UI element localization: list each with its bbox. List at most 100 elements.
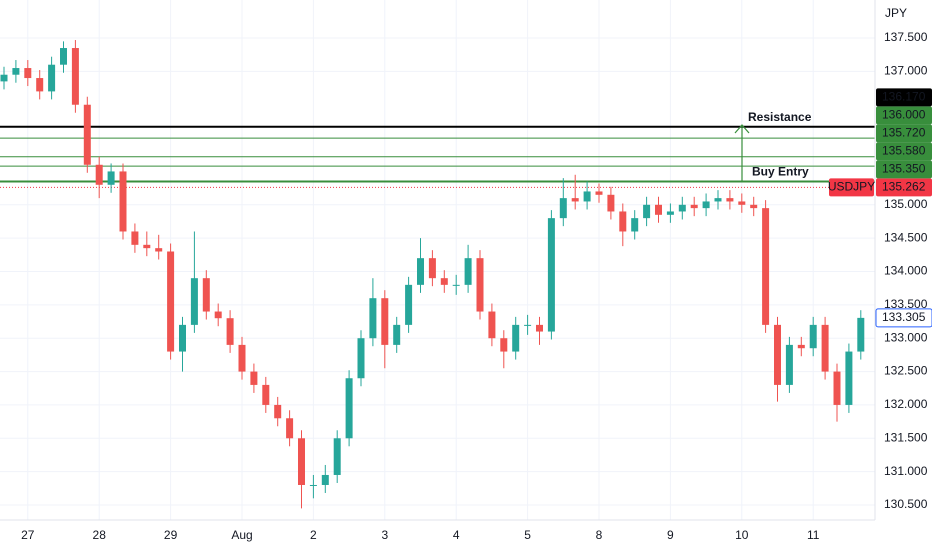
candle-body [131, 231, 139, 245]
y-tick-label: 134.500 [884, 230, 928, 244]
candle-body [274, 404, 282, 419]
symbol-label: USDJPY [828, 179, 875, 193]
candle-body [95, 164, 103, 185]
candle-body [774, 324, 781, 385]
candle-body [417, 258, 424, 285]
candle-body [83, 104, 91, 165]
currency-label: JPY [885, 6, 907, 20]
y-tick-label: 134.000 [884, 264, 928, 278]
candles [0, 40, 865, 509]
candle-body [785, 344, 793, 385]
candle-body [179, 324, 186, 352]
price-label: 133.305 [882, 310, 926, 324]
y-tick-label: 132.000 [884, 397, 928, 411]
candle-body [797, 344, 805, 349]
candle-body [845, 351, 853, 405]
x-tick-label: 11 [807, 528, 820, 542]
candle-body [619, 211, 627, 232]
annotation: Resistance [748, 110, 812, 124]
candle-body [333, 438, 341, 475]
price-label: 135.720 [882, 125, 926, 139]
x-tick-label: 4 [453, 528, 460, 542]
candle-body [143, 244, 151, 249]
price-label-box [876, 88, 932, 107]
candle-body [833, 371, 841, 405]
candle-body [750, 204, 758, 209]
candle-body [202, 278, 210, 312]
candle-body [666, 211, 674, 215]
arrow-head [734, 124, 750, 134]
y-tick-label: 132.500 [884, 364, 928, 378]
candle-body [655, 204, 662, 215]
y-tick-label: 131.000 [884, 464, 928, 478]
price-label: 135.262 [882, 179, 926, 193]
candle-body [286, 418, 294, 439]
candle-body [500, 338, 508, 352]
candle-body [0, 74, 8, 82]
price-label-box [876, 142, 932, 161]
price-label-box [876, 124, 932, 143]
y-tick-label: 130.500 [884, 497, 928, 511]
candle-body [607, 194, 615, 212]
y-tick-label: 135.000 [884, 197, 928, 211]
y-tick-label: 133.500 [884, 297, 928, 311]
price-label-box [876, 178, 932, 197]
x-tick-label: 10 [735, 528, 749, 542]
candle-body [714, 198, 722, 202]
candle-body [119, 171, 127, 232]
candle-body [238, 344, 246, 372]
price-label: 135.350 [882, 161, 926, 175]
candle-body [345, 378, 353, 439]
candle-body [536, 324, 543, 332]
candle-body [476, 258, 484, 312]
x-tick-label: 3 [381, 528, 388, 542]
candle-body [369, 298, 377, 339]
candle-body [214, 311, 222, 319]
candle-body [298, 438, 305, 485]
price-label-box [876, 106, 932, 125]
x-tick-label: 27 [21, 528, 35, 542]
x-tick-label: 28 [93, 528, 107, 542]
candle-body [690, 204, 698, 209]
candle-body [393, 324, 401, 345]
candle-body [36, 78, 44, 92]
candle-body [107, 171, 115, 185]
y-tick-label: 131.500 [884, 430, 928, 444]
candle-body [405, 284, 413, 325]
candle-body [24, 68, 32, 79]
candle-body [381, 298, 389, 345]
candle-body [190, 278, 198, 325]
candle-body [357, 338, 365, 379]
y-tick-label: 133.000 [884, 330, 928, 344]
candle-body [738, 201, 746, 205]
symbol-label-box [829, 178, 874, 197]
candle-body [262, 384, 270, 405]
candle-body [309, 484, 317, 486]
candle-body [702, 201, 710, 209]
candle-body [571, 198, 579, 202]
x-tick-label: Aug [231, 528, 252, 542]
x-tick-label: 2 [310, 528, 317, 542]
price-label: 136.000 [882, 107, 926, 121]
x-tick-label: 5 [524, 528, 531, 542]
y-tick-label: 137.500 [884, 30, 928, 44]
candle-body [12, 68, 20, 75]
candle-body [488, 311, 496, 339]
annotations: Resistance Buy Entry [734, 110, 812, 181]
candle-body [547, 218, 555, 332]
candle-body [428, 258, 436, 279]
candle-body [559, 198, 567, 219]
candle-body [464, 258, 472, 285]
y-tick-label: 137.000 [884, 64, 928, 78]
candle-body [250, 371, 258, 385]
price-axis: 137.500 137.000 135.000 134.500 134.000 133.5… [828, 30, 932, 511]
candle-body [71, 48, 79, 105]
x-tick-label: 8 [596, 528, 603, 542]
candle-body [440, 278, 448, 285]
candle-body [512, 324, 520, 352]
candle-body [226, 318, 234, 345]
x-tick-label: 9 [667, 528, 674, 542]
price-label-box [875, 308, 932, 328]
candle-body [60, 48, 67, 65]
